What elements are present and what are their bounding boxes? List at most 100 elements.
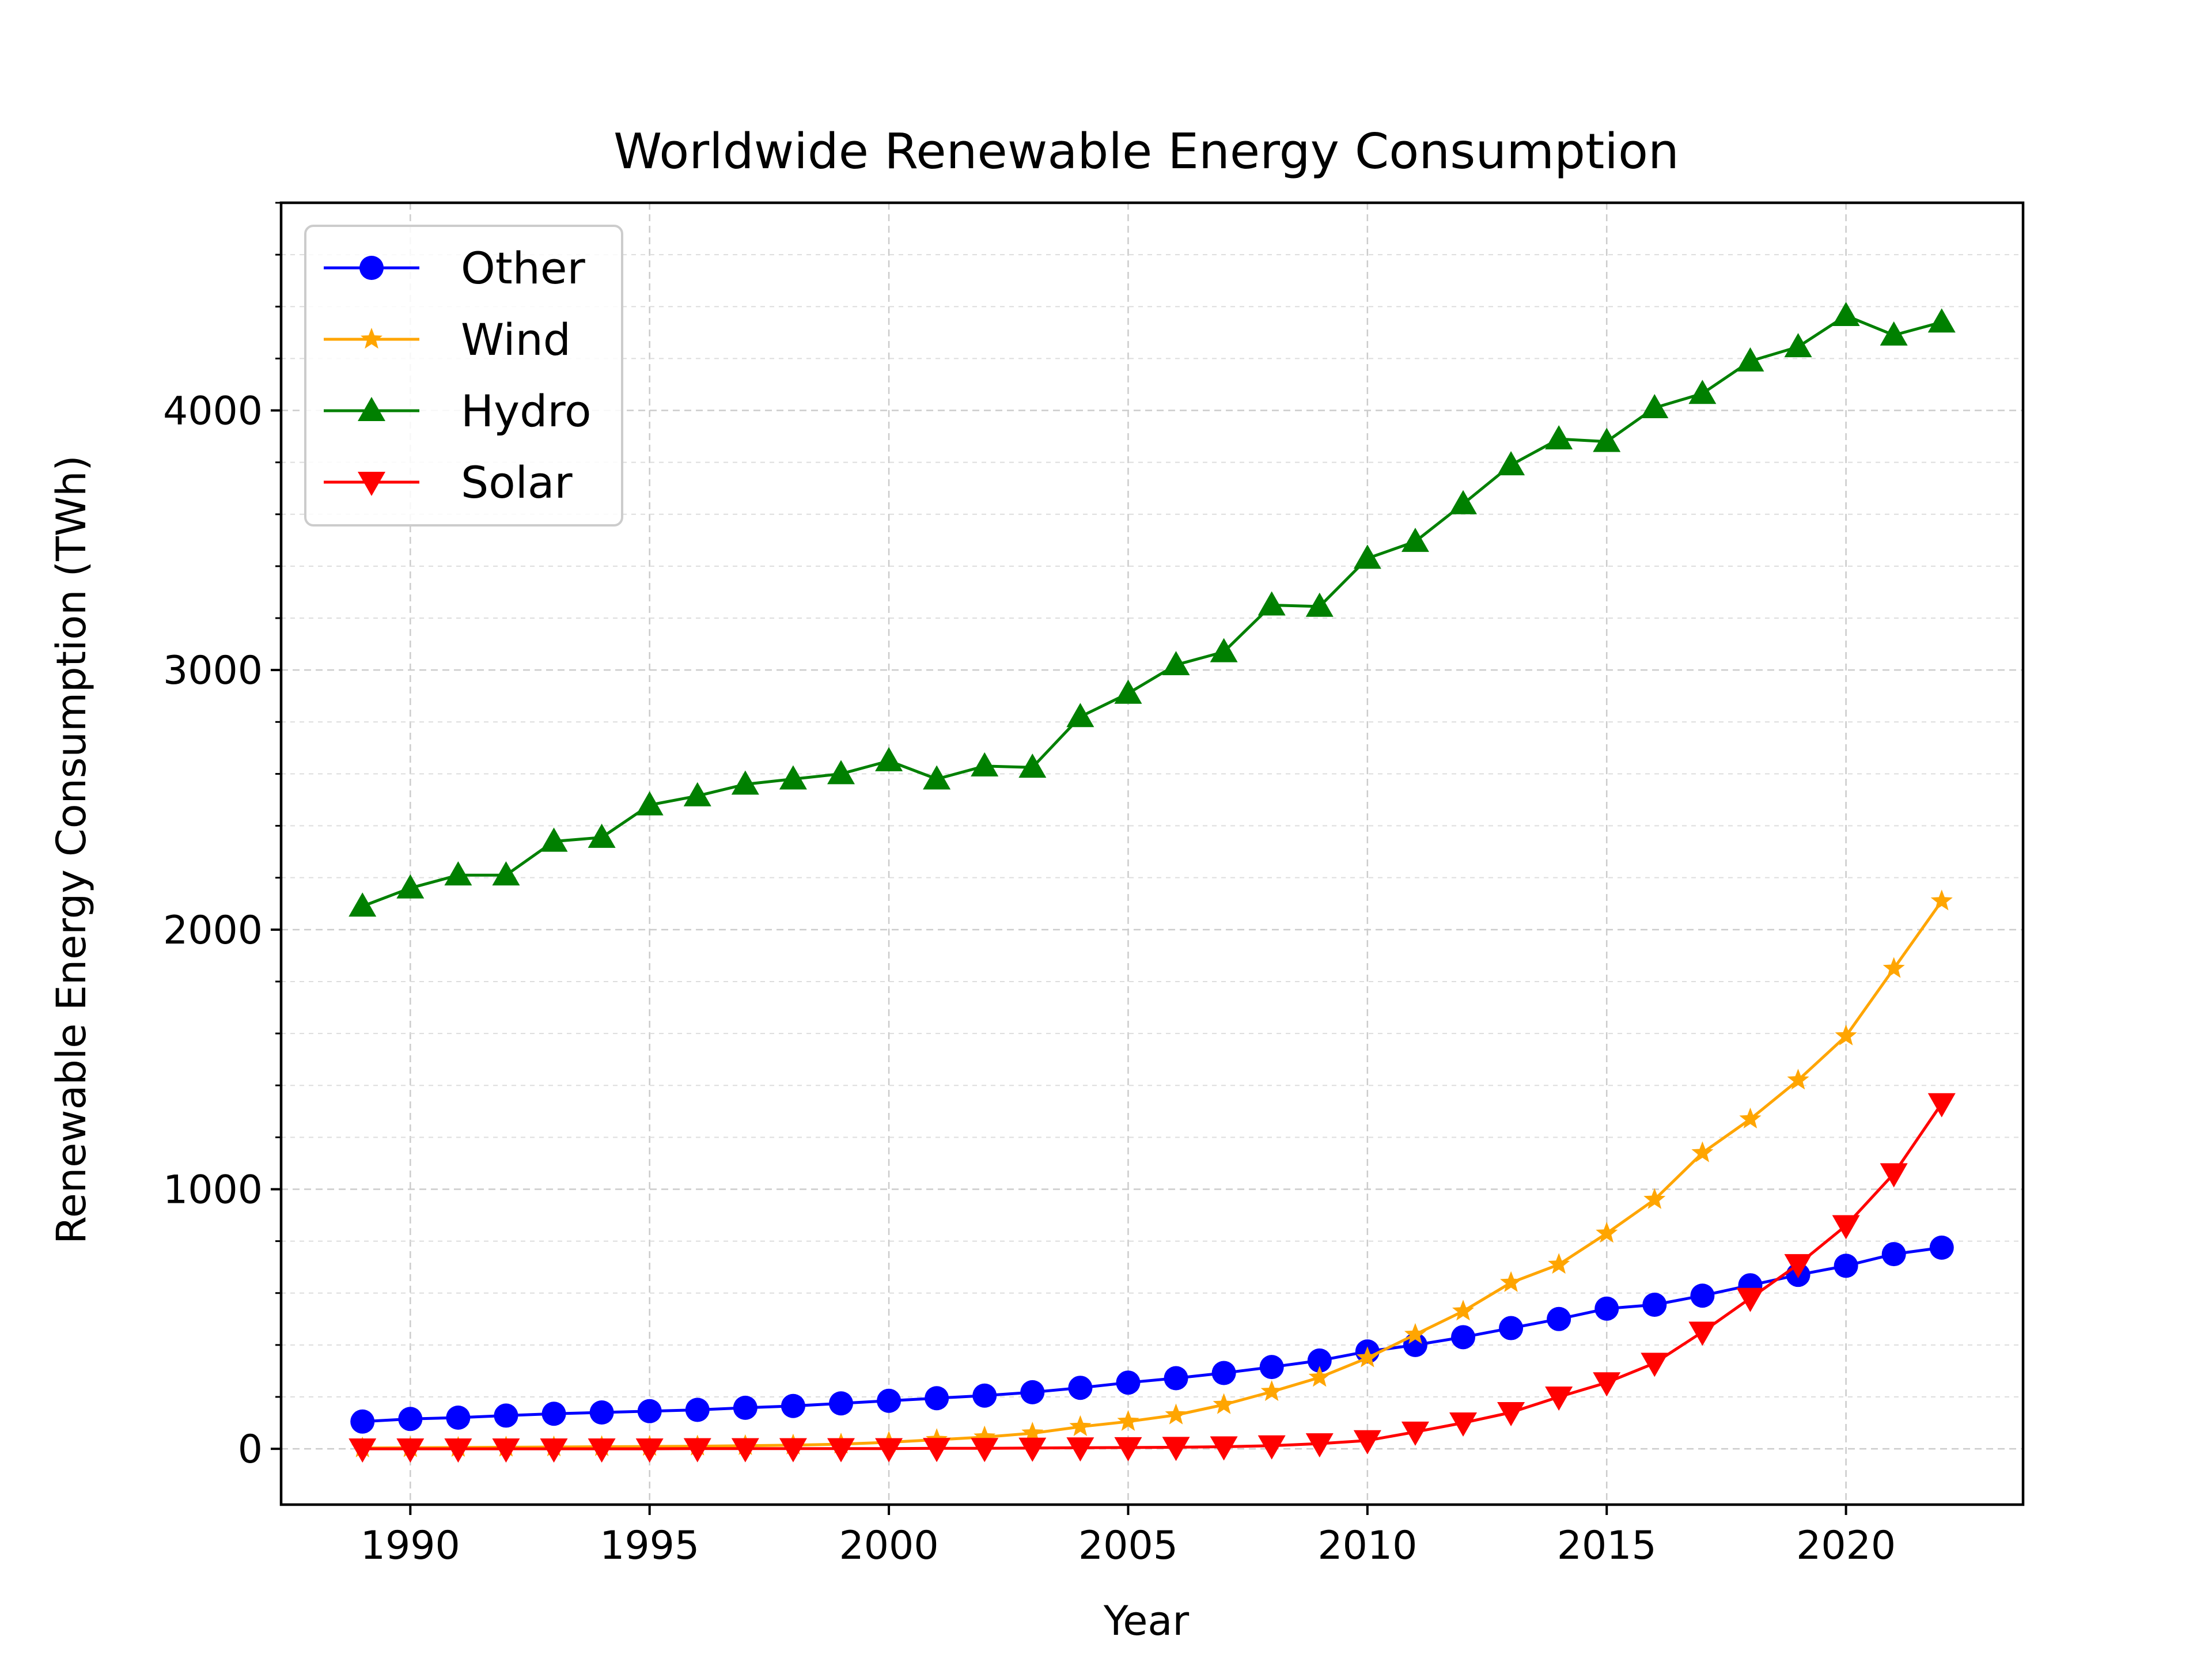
legend-marker-other — [359, 256, 384, 280]
data-point-hydro — [1210, 638, 1238, 662]
data-point-solar — [396, 1438, 425, 1463]
data-point-hydro — [492, 861, 520, 886]
x-axis-title: Year — [1103, 1597, 1189, 1645]
legend-item-wind: Wind — [324, 314, 571, 365]
data-point-other — [1068, 1376, 1093, 1400]
data-point-solar — [1305, 1433, 1334, 1458]
data-point-solar — [971, 1438, 999, 1463]
data-point-other — [1116, 1370, 1141, 1395]
data-point-hydro — [683, 782, 711, 806]
data-point-solar — [827, 1438, 855, 1463]
data-point-wind — [1787, 1069, 1809, 1090]
y-axis-title: Renewable Energy Consumption (TWh) — [48, 455, 95, 1244]
data-point-wind — [1596, 1222, 1618, 1243]
data-point-hydro — [1688, 380, 1717, 404]
data-point-other — [972, 1383, 997, 1408]
data-point-hydro — [971, 752, 999, 777]
data-point-other — [733, 1395, 757, 1420]
data-point-solar — [635, 1438, 664, 1463]
data-point-solar — [1784, 1254, 1812, 1279]
data-point-solar — [1114, 1437, 1142, 1461]
data-point-wind — [1356, 1346, 1378, 1368]
data-point-other — [637, 1399, 662, 1423]
data-point-solar — [349, 1438, 377, 1463]
x-tick-label: 2015 — [1557, 1523, 1657, 1569]
data-point-other — [877, 1388, 902, 1413]
data-point-wind — [1165, 1403, 1187, 1425]
data-point-other — [1307, 1348, 1332, 1373]
data-point-solar — [588, 1438, 616, 1463]
data-point-hydro — [1784, 333, 1812, 358]
data-point-other — [589, 1400, 614, 1425]
data-point-other — [1020, 1380, 1045, 1404]
y-tick-label: 1000 — [163, 1167, 263, 1213]
x-tick-label: 2005 — [1078, 1523, 1178, 1569]
data-point-other — [685, 1397, 710, 1422]
data-point-hydro — [1641, 394, 1669, 419]
data-point-wind — [1117, 1410, 1139, 1431]
data-point-hydro — [1401, 528, 1429, 552]
data-point-solar — [1018, 1437, 1047, 1462]
plot-frame — [279, 201, 2025, 1506]
series-solar — [349, 1093, 1956, 1463]
data-point-hydro — [1927, 308, 1956, 333]
x-tick-label: 1990 — [361, 1523, 460, 1569]
data-point-solar — [1641, 1353, 1669, 1377]
x-tick-label: 2000 — [839, 1523, 939, 1569]
data-point-wind — [1835, 1024, 1857, 1046]
data-point-hydro — [540, 827, 568, 852]
data-point-other — [925, 1386, 949, 1411]
data-point-solar — [731, 1438, 759, 1463]
axes: 1990 1995 2000 2005 2010 2015 2020 0 1000 2000 300… — [163, 202, 1896, 1569]
data-point-solar — [1880, 1163, 1908, 1188]
data-point-hydro — [635, 791, 664, 816]
data-point-solar — [492, 1438, 520, 1463]
data-point-wind — [1691, 1141, 1714, 1162]
legend-box — [304, 225, 623, 527]
data-point-hydro — [396, 874, 425, 899]
data-point-other — [1164, 1366, 1188, 1391]
data-point-wind — [1308, 1366, 1331, 1387]
y-tick-label: 2000 — [163, 908, 263, 953]
data-point-other — [781, 1393, 805, 1418]
data-point-wind — [1452, 1300, 1474, 1321]
data-point-solar — [683, 1438, 711, 1463]
data-point-other — [1451, 1325, 1475, 1350]
data-point-solar — [540, 1438, 568, 1463]
data-point-other — [1834, 1253, 1858, 1278]
data-point-hydro — [1114, 679, 1142, 704]
data-point-solar — [923, 1438, 951, 1463]
data-point-hydro — [731, 770, 759, 795]
data-point-other — [1881, 1242, 1906, 1267]
data-point-other — [1211, 1361, 1236, 1385]
series-hydro — [349, 302, 1956, 917]
data-point-hydro — [827, 760, 855, 785]
data-point-solar — [875, 1438, 903, 1463]
data-point-solar — [1066, 1437, 1094, 1462]
data-point-solar — [1497, 1402, 1525, 1427]
series-layer — [349, 302, 1956, 1463]
legend: Other Wind Hydro Solar — [304, 225, 623, 527]
legend-label-other: Other — [461, 243, 586, 294]
x-tick-label: 1995 — [600, 1523, 699, 1569]
data-point-solar — [1545, 1386, 1573, 1411]
data-point-wind — [1930, 889, 1953, 911]
legend-marker-wind — [361, 328, 382, 349]
data-point-wind — [974, 1425, 996, 1446]
data-point-solar — [1688, 1321, 1717, 1346]
data-point-hydro — [1449, 490, 1477, 514]
data-point-other — [1547, 1306, 1571, 1331]
data-point-solar — [1927, 1093, 1956, 1118]
series-other — [350, 1235, 1954, 1434]
data-point-other — [1259, 1355, 1284, 1380]
data-point-other — [494, 1403, 518, 1428]
data-point-hydro — [1832, 302, 1860, 327]
data-point-wind — [1213, 1393, 1235, 1414]
y-tick-label: 4000 — [163, 389, 263, 434]
data-point-hydro — [1162, 651, 1190, 676]
data-point-wind — [1404, 1323, 1426, 1344]
data-point-hydro — [1257, 591, 1286, 616]
data-point-hydro — [1880, 321, 1908, 346]
data-point-other — [1499, 1316, 1524, 1340]
